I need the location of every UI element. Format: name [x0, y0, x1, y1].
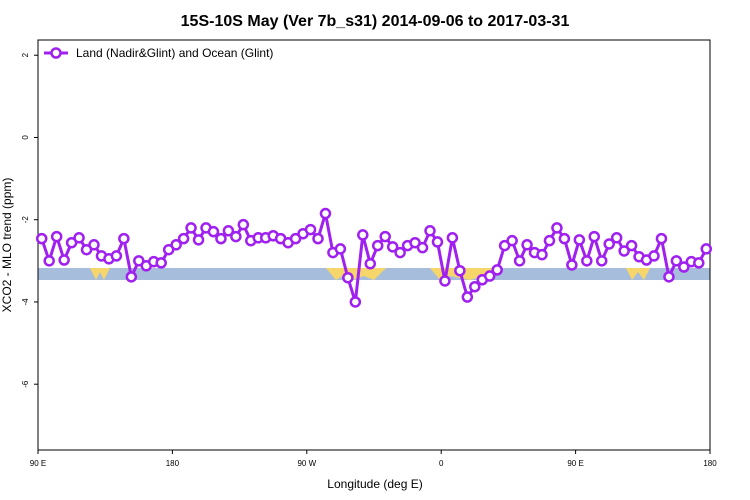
data-point: [543, 234, 556, 247]
data-point: [80, 243, 93, 256]
data-point: [192, 234, 205, 246]
data-point: [35, 232, 48, 245]
data-point: [618, 245, 630, 257]
chart-title: 15S-10S May (Ver 7b_s31) 2014-09-06 to 2…: [181, 13, 570, 30]
data-point: [342, 271, 354, 284]
data-point: [536, 248, 548, 261]
data-point: [424, 225, 436, 237]
data-point: [409, 236, 421, 249]
data-point: [573, 234, 586, 246]
data-point: [50, 230, 63, 243]
data-point: [118, 232, 130, 245]
y-axis-label: XCO2 - MLO trend (ppm): [0, 178, 14, 313]
data-point: [379, 230, 391, 243]
data-point: [461, 291, 474, 303]
data-point: [483, 270, 496, 282]
data-point: [207, 225, 220, 238]
data-point: [648, 250, 660, 262]
data-point: [133, 255, 145, 267]
y-tick-label: -6: [21, 380, 30, 388]
x-tick-label: 90 W: [297, 459, 316, 468]
data-point: [595, 255, 608, 267]
data-point: [439, 275, 451, 287]
x-tick-label: 90 E: [30, 459, 46, 468]
x-tick-label: 0: [439, 459, 444, 468]
data-point: [454, 264, 466, 277]
data-point: [386, 241, 399, 253]
data-point: [446, 232, 459, 244]
data-point: [155, 257, 167, 269]
land-shape: [326, 268, 386, 280]
data-point: [237, 218, 250, 231]
legend-label: Land (Nadir&Glint) and Ocean (Glint): [76, 46, 273, 60]
data-point: [670, 255, 683, 267]
legend: Land (Nadir&Glint) and Ocean (Glint): [44, 46, 273, 60]
data-point: [506, 234, 518, 247]
data-point: [610, 232, 623, 244]
data-point: [588, 230, 601, 243]
data-point: [558, 232, 571, 245]
data-point: [110, 250, 123, 262]
y-tick-label: -4: [21, 298, 30, 306]
data-point: [678, 261, 690, 273]
data-point: [88, 239, 100, 251]
data-point: [566, 259, 578, 271]
data-point: [43, 255, 55, 267]
data-point: [513, 255, 526, 267]
legend-marker: [50, 47, 62, 59]
data-point: [289, 232, 302, 245]
data-point: [230, 230, 242, 243]
data-point: [177, 232, 190, 245]
data-point: [693, 257, 705, 269]
data-point: [334, 243, 347, 255]
data-point: [304, 223, 317, 236]
data-point: [185, 222, 197, 234]
data-point: [349, 296, 362, 308]
data-point: [431, 236, 444, 248]
data-point: [170, 239, 182, 251]
data-point: [469, 280, 481, 293]
y-tick-label: 0: [21, 135, 30, 140]
land-shape: [90, 268, 110, 280]
data-point: [521, 239, 533, 251]
data-point: [125, 271, 138, 283]
data-point: [603, 238, 615, 250]
data-point: [551, 222, 563, 234]
land-shape: [626, 268, 650, 280]
data-point: [498, 239, 511, 252]
data-point: [491, 264, 503, 276]
data-point: [364, 257, 377, 270]
data-point: [65, 236, 78, 249]
data-point: [312, 232, 324, 245]
data-point: [215, 232, 227, 245]
data-point: [700, 243, 713, 255]
data-point: [58, 254, 70, 266]
y-tick-label: 2: [21, 52, 30, 57]
data-point: [581, 255, 593, 267]
x-axis-label: Longitude (deg E): [327, 477, 422, 491]
data-point: [371, 239, 384, 252]
data-point: [394, 246, 406, 259]
x-tick-label: 90 E: [567, 459, 583, 468]
x-tick-label: 180: [166, 459, 180, 468]
data-point: [663, 271, 675, 283]
data-point: [357, 229, 369, 241]
x-tick-label: 180: [703, 459, 717, 468]
data-point: [73, 232, 85, 244]
data-point: [162, 243, 175, 256]
data-point: [416, 241, 429, 254]
data-point: [655, 232, 668, 245]
y-tick-label: -2: [21, 216, 30, 224]
background-band: [38, 268, 710, 280]
data-point: [222, 225, 235, 237]
data-point: [319, 207, 332, 220]
data-point: [625, 239, 638, 252]
